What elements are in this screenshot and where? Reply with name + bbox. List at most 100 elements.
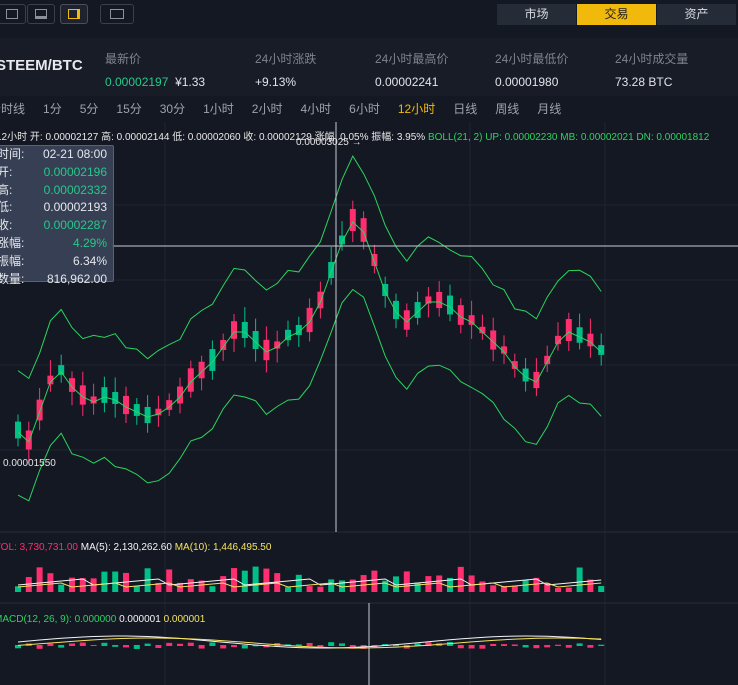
candle-body	[263, 339, 270, 361]
interval-7[interactable]: 4小时	[300, 102, 332, 116]
volume-bar	[576, 567, 583, 592]
macd-bar	[69, 643, 75, 646]
ohlc-legend: 12小时 开: 0.00002127 高: 0.00002144 低: 0.00…	[0, 128, 709, 143]
candle-body	[598, 345, 605, 355]
volume-bar	[371, 570, 378, 592]
macd-bar	[58, 645, 65, 648]
macd-bar	[209, 642, 216, 646]
macd-bar	[598, 644, 605, 646]
volume-bar	[598, 585, 605, 592]
volume-legend: VOL: 3,730,731.00 MA(5): 2,130,262.60 MA…	[0, 542, 271, 553]
macd-dif: 0.000001	[119, 614, 161, 625]
volume-bar	[403, 571, 410, 592]
interval-0[interactable]: 分时线	[0, 102, 26, 116]
macd-bar	[501, 644, 507, 646]
candle-body	[436, 291, 443, 309]
kline-chart[interactable]	[0, 122, 738, 685]
tooltip-key: 开:	[0, 164, 13, 179]
macd-bar	[231, 645, 237, 648]
price-low-marker: 0.00001550	[3, 458, 56, 469]
macd-bar	[166, 642, 173, 646]
volume-bar	[15, 586, 21, 592]
macd-bar	[511, 644, 518, 646]
candle-body	[285, 329, 291, 341]
candle-body	[587, 333, 594, 347]
vol-value: VOL: 3,730,731.00	[0, 542, 78, 553]
tooltip-key: 数量:	[0, 271, 25, 286]
vol-ma10: MA(10): 1,446,495.50	[174, 542, 272, 553]
interval-4[interactable]: 30分	[159, 102, 186, 116]
latest-price-stat: 最新价 0.00002197 ¥1.33	[105, 50, 205, 89]
tooltip-key: 涨幅:	[0, 235, 25, 250]
volume-bar	[79, 578, 86, 592]
volume-bar	[47, 573, 54, 592]
interval-9[interactable]: 12小时	[397, 102, 436, 116]
interval-12[interactable]: 月线	[537, 102, 562, 116]
macd-bar	[112, 645, 119, 647]
candle-body	[339, 235, 345, 245]
tooltip-key: 振幅:	[0, 253, 25, 268]
candle-body	[241, 321, 248, 339]
volume-bar	[198, 580, 205, 592]
low-value: 0.00001980	[495, 75, 559, 89]
price-high-marker: 0.00003025 →	[296, 137, 362, 148]
interval-1[interactable]: 1分	[43, 102, 62, 116]
ticker-header: STEEM/BTC 最新价 0.00002197 ¥1.33 24小时涨跌 +9…	[0, 38, 738, 96]
volume-bar	[511, 585, 518, 592]
candle-body	[36, 399, 43, 421]
candle-body	[177, 386, 183, 404]
interval-2[interactable]: 5分	[79, 102, 99, 116]
macd-bar	[555, 644, 561, 646]
volume-bar	[414, 582, 421, 592]
ohlc-text: 12小时 开: 0.00002127 高: 0.00002144 低: 0.00…	[0, 132, 426, 143]
volume-bar	[231, 568, 237, 592]
candle-body	[371, 253, 378, 267]
volume-bar	[166, 569, 173, 592]
macd-bar	[349, 645, 356, 649]
interval-6[interactable]: 2小时	[251, 102, 283, 116]
volume-value: 73.28 BTC	[615, 75, 673, 89]
candle-body	[479, 326, 486, 334]
macd-bar	[339, 643, 345, 646]
macd-bar	[328, 642, 335, 646]
tab-trade[interactable]: 交易	[577, 4, 656, 25]
tooltip-row: 时间: 02-21 08:00	[0, 146, 113, 164]
tooltip-row: 数量: 816,962.00	[0, 271, 113, 289]
macd-bar	[47, 643, 54, 646]
macd-bar	[576, 643, 583, 646]
candle-body	[576, 327, 583, 343]
candle-body	[166, 400, 173, 410]
macd-bar	[393, 645, 399, 647]
interval-3[interactable]: 15分	[116, 102, 142, 116]
fullscreen-icon[interactable]	[100, 4, 134, 24]
tooltip-value: 02-21 08:00	[42, 147, 107, 161]
interval-10[interactable]: 日线	[453, 102, 478, 116]
volume-bar	[317, 586, 324, 592]
layout-single-icon[interactable]	[0, 4, 26, 24]
candle-body	[555, 335, 561, 345]
trading-pair[interactable]: STEEM/BTC	[0, 57, 83, 74]
tooltip-key: 低:	[0, 200, 13, 215]
layout-side-icon[interactable]	[60, 4, 88, 24]
candle-body	[425, 296, 432, 304]
candle-body	[490, 330, 497, 350]
volume-bar	[155, 582, 162, 592]
volume-bar	[295, 574, 302, 592]
tab-market[interactable]: 市场	[497, 4, 576, 25]
interval-11[interactable]: 周线	[495, 102, 520, 116]
candle-body	[90, 396, 97, 404]
tooltip-value: 6.34%	[72, 253, 107, 268]
low-label: 24小时最低价	[495, 52, 569, 66]
candle-body	[79, 385, 86, 405]
candle-body	[393, 300, 399, 320]
volume-bar	[447, 577, 453, 592]
interval-5[interactable]: 1小时	[203, 102, 234, 116]
layout-bottom-icon[interactable]	[27, 4, 55, 24]
interval-8[interactable]: 6小时	[349, 102, 380, 116]
tab-assets[interactable]: 资产	[657, 4, 736, 25]
candle-body	[360, 218, 367, 242]
candle-body	[25, 430, 32, 450]
candle-body	[468, 315, 475, 325]
tooltip-key: 收:	[0, 218, 13, 233]
macd-bar	[544, 645, 551, 648]
